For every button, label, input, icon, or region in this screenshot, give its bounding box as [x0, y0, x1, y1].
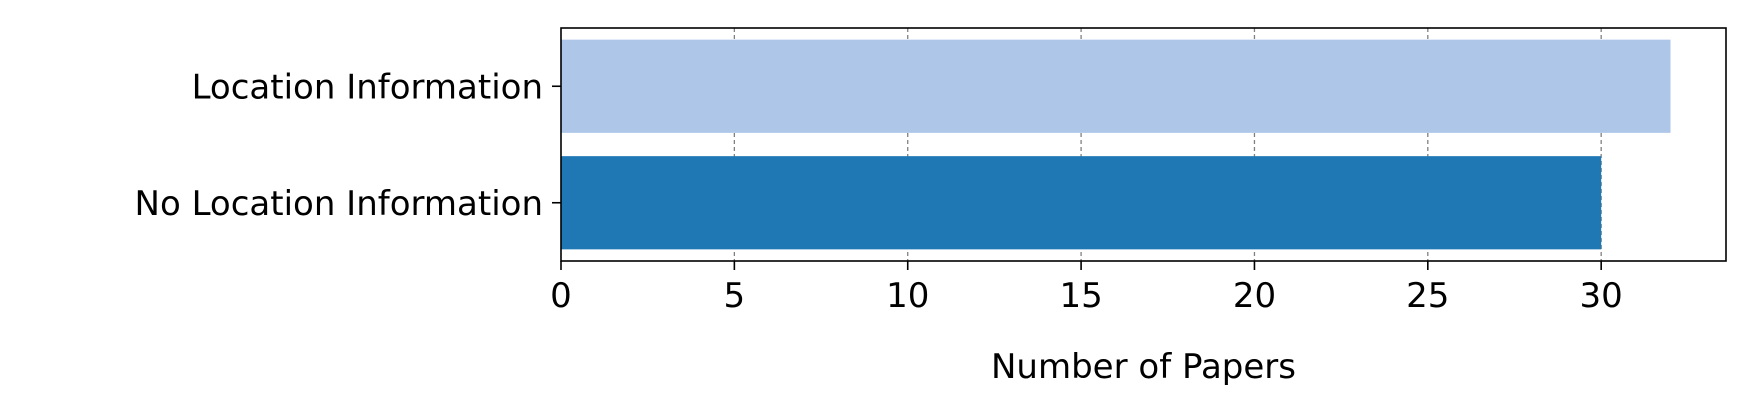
x-tick-label: 25 [1406, 276, 1449, 316]
y-tick-label: No Location Information [135, 184, 543, 224]
plot-area-frame [560, 27, 1727, 262]
y-axis: Location Information No Location Informat… [135, 67, 561, 224]
x-axis-label: Number of Papers [991, 347, 1296, 387]
x-tick-label: 5 [724, 276, 746, 316]
bars [561, 39, 1671, 250]
x-tick-label: 30 [1580, 276, 1623, 316]
y-tick-label: Location Information [192, 67, 543, 107]
x-tick-label: 20 [1233, 276, 1276, 316]
x-tick-label: 15 [1059, 276, 1102, 316]
bar-location-information [561, 39, 1671, 133]
x-tick-label: 0 [550, 276, 572, 316]
bar-no-location-information [561, 156, 1602, 250]
x-tick-label: 10 [886, 276, 929, 316]
x-axis: 0 5 10 15 20 25 30 [550, 261, 1623, 316]
